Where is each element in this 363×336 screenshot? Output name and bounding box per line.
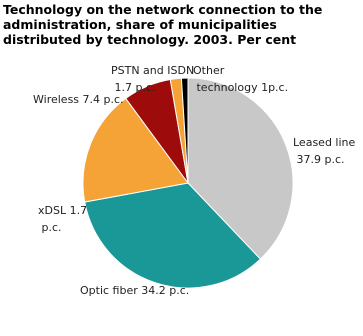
label-line: p.c. <box>38 221 62 234</box>
pie-slice <box>84 182 262 289</box>
slice-label: PSTN and ISDN 1.7 p.c. <box>111 64 194 94</box>
pie-slice <box>187 77 294 260</box>
label-line: Leased line <box>293 136 356 149</box>
label-line: 1.7 p.c. <box>111 81 156 94</box>
label-line: Optic fiber 34.2 p.c. <box>80 284 189 297</box>
chart-title: Technology on the network connection to … <box>3 2 323 47</box>
pie-slice <box>180 77 189 184</box>
slice-label: Wireless 7.4 p.c. <box>33 93 124 106</box>
slice-label: Optic fiber 34.2 p.c. <box>80 284 189 297</box>
slice-label: Leased line 37.9 p.c. <box>293 136 356 166</box>
slice-label: Other technology 1p.c. <box>193 64 288 94</box>
label-line: PSTN and ISDN <box>111 64 194 77</box>
label-line: xDSL 1.7 <box>38 204 87 217</box>
label-line: Other <box>193 64 225 77</box>
slice-label: xDSL 1.7 p.c. <box>38 204 87 234</box>
label-line: technology 1p.c. <box>193 81 288 94</box>
pie-slice <box>82 97 189 203</box>
label-line: Wireless 7.4 p.c. <box>33 93 124 106</box>
label-line: 37.9 p.c. <box>293 153 345 166</box>
